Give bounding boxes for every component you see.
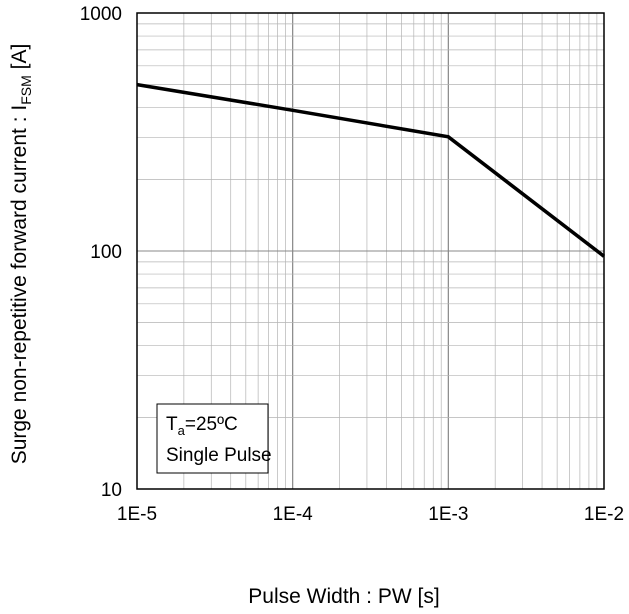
x-tick-label: 1E-4 bbox=[273, 504, 314, 525]
annotation-temp-symbol: T bbox=[166, 414, 178, 435]
annotation-line1: Ta=25ºC bbox=[166, 414, 238, 438]
x-tick-label: 1E-3 bbox=[428, 504, 468, 525]
x-tick-labels: 1E-5 1E-4 1E-3 1E-2 bbox=[117, 504, 624, 525]
annotation-border bbox=[156, 403, 269, 474]
y-tick-label: 10 bbox=[101, 480, 122, 501]
y-tick-labels: 10 100 1000 bbox=[80, 4, 122, 501]
grid bbox=[137, 13, 604, 489]
annotation-box: Ta=25ºC Single Pulse bbox=[156, 403, 272, 474]
y-tick-label: 1000 bbox=[80, 4, 122, 25]
series-layer bbox=[136, 82, 606, 258]
y-axis-label: Surge non-repetitive forward current : I… bbox=[8, 44, 34, 465]
y-axis-label-main: Surge non-repetitive forward current : I bbox=[8, 105, 31, 465]
annotation-line2: Single Pulse bbox=[166, 445, 272, 466]
plot-frame bbox=[136, 12, 605, 490]
x-tick-label: 1E-2 bbox=[584, 504, 624, 525]
annotation-temp-value: =25ºC bbox=[185, 414, 238, 435]
y-tick-label: 100 bbox=[90, 242, 122, 263]
annotation-temp-sub: a bbox=[178, 423, 186, 438]
y-axis-label-sub: FSM bbox=[18, 75, 34, 105]
x-axis-label: Pulse Width : PW [s] bbox=[248, 585, 439, 608]
series-line bbox=[136, 82, 606, 258]
x-tick-label: 1E-5 bbox=[117, 504, 157, 525]
y-axis-label-unit: [A] bbox=[8, 44, 31, 76]
